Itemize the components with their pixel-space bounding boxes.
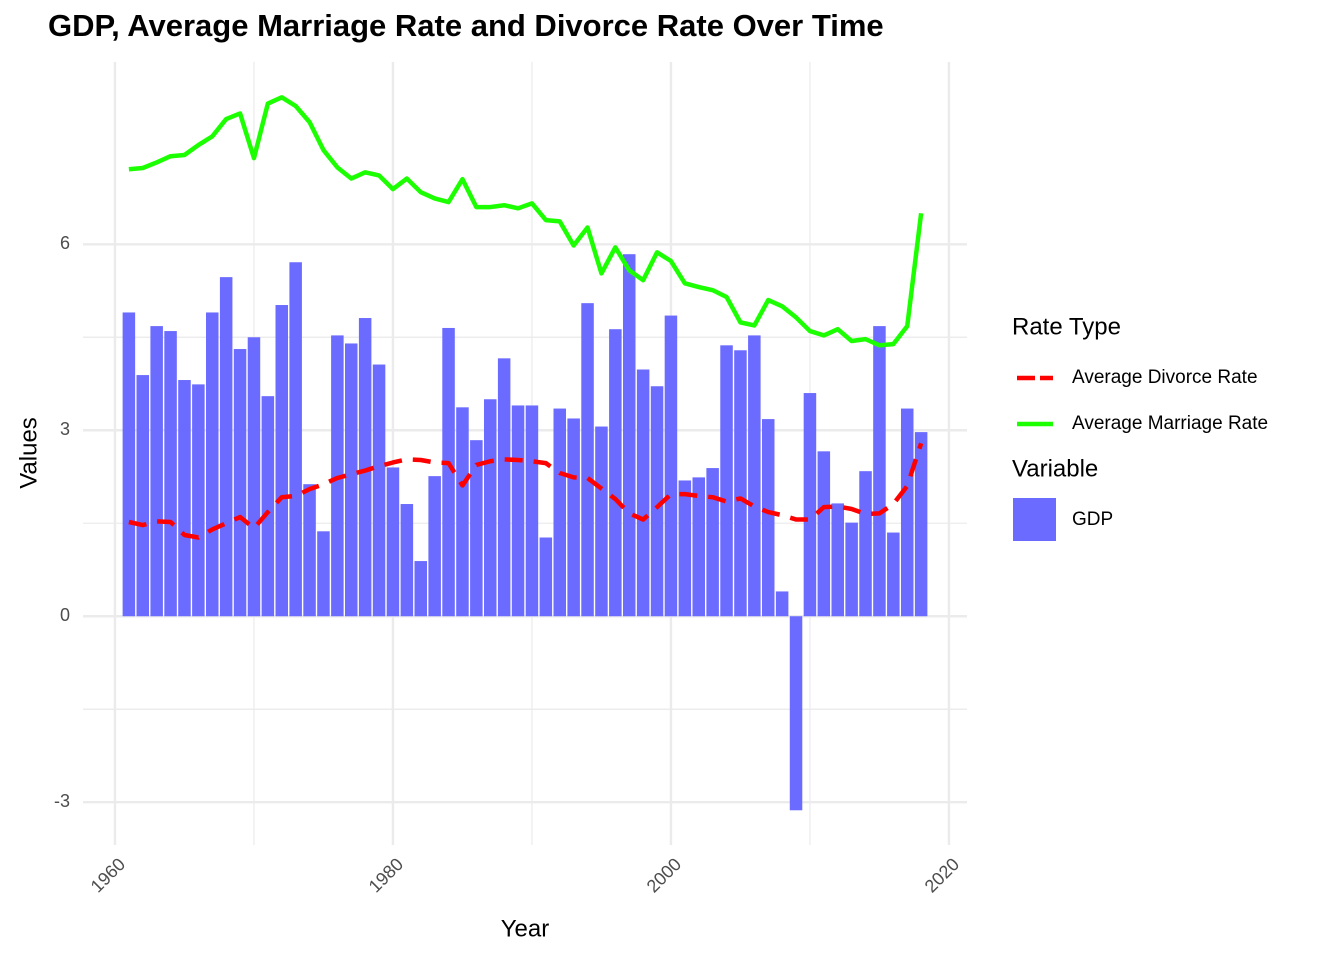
bar — [678, 480, 692, 617]
bar — [178, 380, 191, 617]
bar — [261, 396, 275, 617]
legend-label: Average Divorce Rate — [1072, 367, 1258, 388]
bar — [581, 303, 594, 617]
bar — [400, 504, 414, 617]
bar — [706, 468, 719, 617]
bar — [887, 532, 900, 617]
y-tick-label: 0 — [60, 605, 70, 625]
bar — [275, 305, 289, 617]
bar — [775, 591, 789, 617]
line — [128, 95, 924, 348]
legend-swatch — [1013, 498, 1056, 541]
bar — [636, 369, 650, 617]
x-tick-label: 2000 — [643, 854, 685, 896]
bar — [900, 408, 914, 617]
bar — [511, 405, 525, 617]
x-tick-label: 2020 — [921, 854, 963, 896]
bar — [164, 331, 177, 617]
bar — [233, 349, 247, 617]
bar — [192, 384, 205, 617]
y-axis-title: Values — [15, 417, 42, 489]
bar — [817, 451, 831, 617]
bar — [720, 345, 733, 617]
bar — [539, 537, 553, 617]
bar — [483, 399, 497, 617]
bar — [845, 522, 858, 617]
y-tick-label: -3 — [54, 791, 70, 811]
legend-title: Variable — [1012, 455, 1098, 482]
legend-title: Rate Type — [1012, 313, 1121, 340]
bar — [831, 503, 844, 617]
x-axis-title: Year — [501, 915, 550, 942]
bar — [734, 350, 747, 617]
bar — [859, 471, 872, 617]
bar — [456, 407, 469, 617]
bar — [525, 405, 539, 617]
x-tick-label: 1960 — [87, 854, 129, 896]
bar — [303, 484, 316, 617]
bar — [873, 326, 886, 617]
bar — [372, 364, 386, 617]
line — [128, 442, 924, 540]
bar — [317, 531, 330, 617]
bar — [761, 419, 775, 617]
bar — [622, 254, 636, 617]
bar — [914, 432, 928, 617]
bar — [567, 418, 580, 617]
bar — [664, 315, 678, 617]
bar — [470, 440, 483, 617]
bar — [442, 327, 455, 617]
x-tick-label: 1980 — [365, 854, 407, 896]
y-tick-label: 6 — [60, 233, 70, 253]
bar — [692, 477, 705, 617]
bar — [553, 408, 567, 617]
bar — [497, 358, 511, 617]
bar — [247, 337, 261, 617]
bar — [748, 335, 761, 617]
bar — [122, 312, 136, 617]
bar — [414, 561, 428, 617]
bar — [358, 318, 372, 617]
chart-title: GDP, Average Marriage Rate and Divorce R… — [48, 8, 884, 43]
bar — [289, 262, 302, 617]
bar — [428, 476, 441, 617]
bar — [136, 375, 150, 617]
bar — [206, 312, 219, 617]
bar — [803, 393, 817, 617]
bar — [219, 277, 233, 617]
bar — [650, 386, 664, 617]
bar — [789, 616, 803, 811]
bar — [609, 329, 622, 617]
bar — [345, 343, 358, 617]
bar — [595, 426, 608, 617]
bar — [386, 467, 400, 617]
y-tick-label: 3 — [60, 419, 70, 439]
bar — [150, 326, 163, 617]
legend-label: GDP — [1072, 509, 1113, 530]
legend-label: Average Marriage Rate — [1072, 413, 1268, 434]
